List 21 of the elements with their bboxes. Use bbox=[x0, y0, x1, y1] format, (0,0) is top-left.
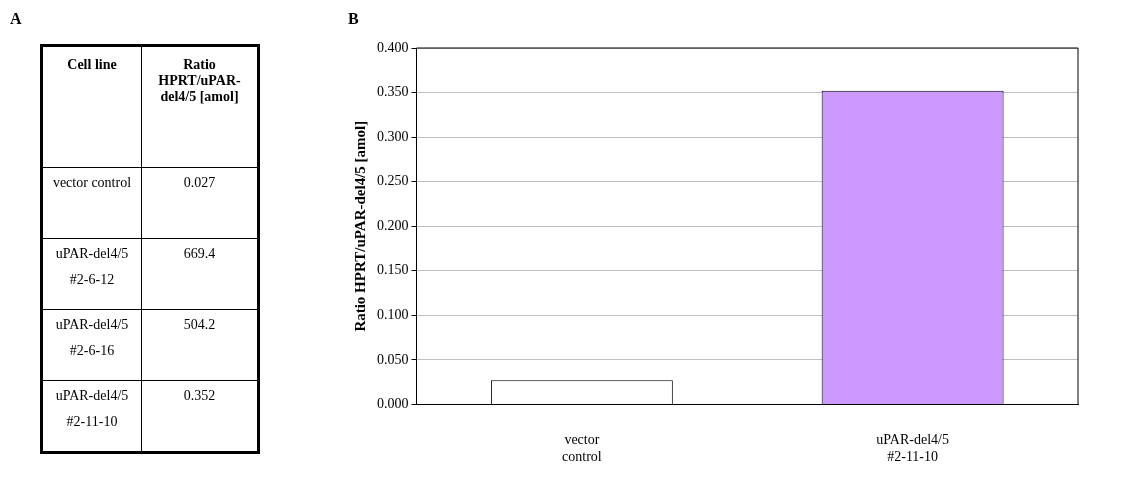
y-tick-label: 0.350 bbox=[377, 84, 409, 100]
category-label: uPAR-del4/5 #2-6-16 bbox=[41, 309, 142, 381]
data-label: 0.027 bbox=[141, 167, 259, 239]
y-tick-label: 0.400 bbox=[377, 39, 409, 55]
category-label: vector control bbox=[41, 167, 142, 239]
category-label: uPAR-del4/5 #2-6-12 bbox=[41, 238, 142, 310]
data-label: 504.2 bbox=[141, 309, 259, 381]
y-tick-label: 0.250 bbox=[377, 173, 409, 189]
text: Ratio HPRT/uPAR-del4/5 [amol] bbox=[141, 45, 259, 168]
data-label: 0.352 bbox=[141, 380, 259, 453]
y-tick-label: 0.050 bbox=[377, 351, 409, 367]
y-tick-label: 0.000 bbox=[377, 396, 409, 412]
y-tick-label: 0.300 bbox=[377, 128, 409, 144]
chart-title: B bbox=[348, 10, 359, 28]
y-tick-label: 0.150 bbox=[377, 262, 409, 278]
y-tick-label: 0.100 bbox=[377, 306, 409, 322]
text: Cell line bbox=[41, 45, 142, 168]
data-label: 669.4 bbox=[141, 238, 259, 310]
y-tick-label: 0.200 bbox=[377, 217, 409, 233]
text: A bbox=[10, 10, 22, 28]
y-axis-title: Ratio HPRT/uPAR-del4/5 [amol] bbox=[351, 120, 368, 332]
